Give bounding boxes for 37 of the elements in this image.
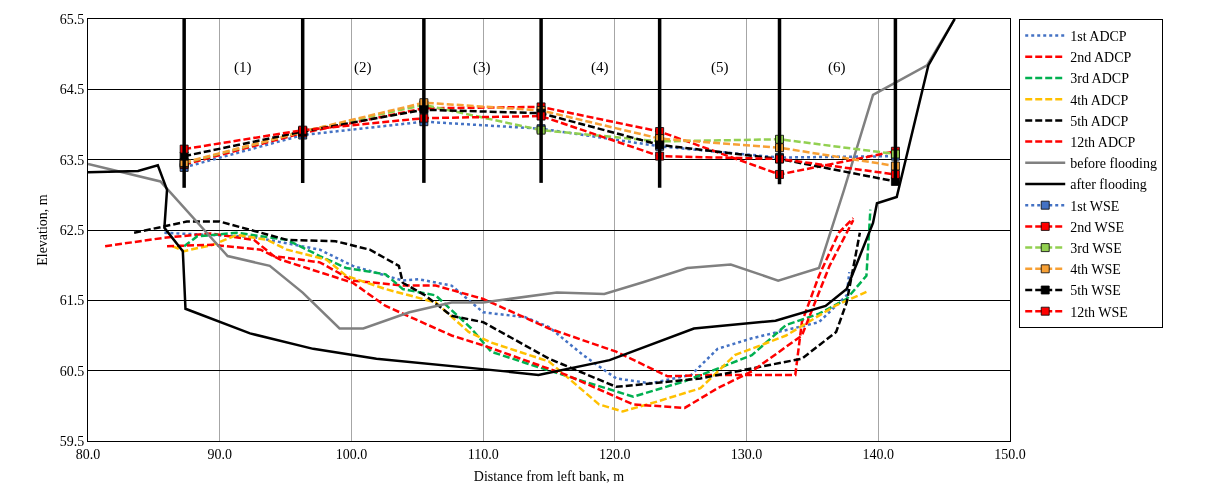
y-tick-label: 61.5 xyxy=(59,293,85,309)
y-tick-label: 65.5 xyxy=(59,11,85,27)
legend-label: 12th ADCP xyxy=(1070,135,1136,151)
x-tick-label: 130.0 xyxy=(730,446,763,462)
annotation: (3) xyxy=(473,59,491,76)
y-tick-label: 63.5 xyxy=(59,152,85,168)
legend-label: 4th ADCP xyxy=(1070,92,1129,108)
legend-label: 3rd WSE xyxy=(1070,241,1122,257)
legend-label: before flooding xyxy=(1070,156,1157,172)
x-tick-label: 110.0 xyxy=(467,446,499,462)
legend-label: 5th WSE xyxy=(1070,283,1121,299)
legend-label: 3rd ADCP xyxy=(1070,71,1130,87)
y-tick-label: 64.5 xyxy=(59,82,85,98)
annotation: (4) xyxy=(591,59,609,76)
y-tick-label: 62.5 xyxy=(59,222,85,238)
legend-label: 2nd WSE xyxy=(1070,219,1125,235)
legend-label: after flooding xyxy=(1070,177,1147,193)
legend-label: 12th WSE xyxy=(1070,304,1128,320)
x-axis-title: Distance from left bank, m xyxy=(473,469,625,485)
y-tick-label: 59.5 xyxy=(59,433,85,449)
annotation: (1) xyxy=(234,59,252,76)
legend-label: 1st ADCP xyxy=(1070,29,1127,45)
y-axis-title: Elevation, m xyxy=(35,194,51,266)
x-tick-label: 140.0 xyxy=(862,446,895,462)
x-tick-label: 150.0 xyxy=(994,446,1026,462)
annotation: (5) xyxy=(711,59,729,76)
legend-label: 5th ADCP xyxy=(1070,113,1129,129)
x-tick-label: 100.0 xyxy=(335,446,368,462)
annotation: (2) xyxy=(354,59,372,76)
annotation: (6) xyxy=(828,59,846,76)
x-tick-label: 80.0 xyxy=(75,446,101,462)
y-tick-label: 60.5 xyxy=(59,363,85,379)
legend-label: 1st WSE xyxy=(1070,198,1120,214)
x-tick-label: 90.0 xyxy=(207,446,232,462)
x-tick-label: 120.0 xyxy=(599,446,631,462)
legend-label: 2nd ADCP xyxy=(1070,50,1132,66)
legend-label: 4th WSE xyxy=(1070,262,1121,278)
